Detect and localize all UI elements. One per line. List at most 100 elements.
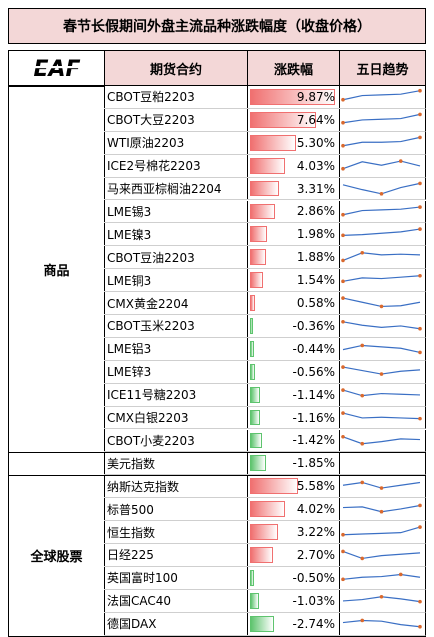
sparkline (341, 251, 421, 263)
change-value: 2.86% (296, 204, 335, 219)
sparkline-marker (379, 372, 384, 376)
sparkline (341, 204, 422, 217)
sparkline-marker (379, 594, 384, 599)
trend-cell (339, 612, 426, 636)
sparkline-marker (418, 135, 422, 139)
sparkline-marker (341, 97, 345, 102)
sparkline-marker (341, 166, 345, 171)
change-value: 2.70% (296, 547, 335, 562)
change-cell: -1.03% (247, 589, 340, 613)
sparkline-marker (341, 233, 345, 238)
sparkline-marker (418, 326, 422, 331)
sparkline (342, 480, 421, 491)
change-bar-down (250, 409, 260, 426)
sparkline-marker (341, 533, 345, 537)
sparkline (342, 618, 422, 629)
change-value: -0.36% (292, 318, 335, 333)
trend-cell (339, 521, 426, 544)
sparkline-path (342, 228, 421, 237)
change-value: 3.31% (296, 181, 335, 196)
change-bar-up (250, 89, 335, 105)
trend-cell (339, 429, 426, 453)
change-value: -2.74% (292, 616, 335, 631)
group-separator (8, 635, 426, 637)
sparkline-marker (418, 112, 422, 117)
sparkline (341, 227, 422, 238)
trend-cell (339, 498, 426, 522)
sparkline (341, 112, 422, 125)
sparkline-path (342, 321, 421, 330)
contract-name: ICE11号糖2203 (104, 383, 248, 407)
contract-name: 马来西亚棕榈油2204 (104, 177, 248, 201)
change-bar-up (250, 226, 268, 243)
change-cell: -2.74% (247, 612, 340, 636)
change-cell: -1.16% (247, 406, 340, 430)
trend-cell (339, 566, 426, 590)
sparkline-path (342, 205, 421, 215)
contract-name: CBOT豆粕2203 (104, 86, 248, 109)
sparkline-path (342, 435, 421, 444)
trend-cell (339, 544, 426, 567)
change-bar-up (250, 478, 299, 495)
change-value: 1.54% (296, 273, 335, 288)
group-label: 商品 (8, 86, 105, 454)
sparkline-marker (379, 304, 384, 309)
trend-cell (339, 177, 426, 201)
contract-name: LME锌3 (104, 360, 248, 384)
sparkline-marker (341, 577, 345, 582)
header-contract: 期货合约 (104, 50, 248, 86)
change-value: 4.02% (296, 502, 335, 517)
sparkline (341, 387, 421, 398)
change-cell: 2.70% (247, 544, 340, 567)
logo-text: EAF (33, 57, 80, 81)
sparkline-marker (341, 258, 345, 263)
sparkline-marker (379, 510, 384, 514)
sparkline (341, 135, 422, 148)
contract-name: CBOT玉米2203 (104, 315, 248, 338)
sparkline-path (342, 389, 421, 396)
change-cell: -1.42% (247, 429, 340, 453)
sparkline-marker (341, 365, 345, 369)
sparkline-marker (418, 88, 422, 93)
sparkline-marker (341, 120, 345, 125)
sparkline-marker (418, 416, 422, 421)
contract-name: ICE2号棉花2203 (104, 154, 248, 178)
sparkline (341, 572, 421, 582)
change-value: 4.03% (296, 158, 335, 173)
trend-cell (339, 269, 426, 293)
sparkline (341, 319, 422, 331)
change-bar-down (250, 455, 266, 472)
sparkline (342, 343, 422, 355)
sparkline (341, 410, 422, 421)
trend-cell (339, 108, 426, 132)
sparkline-path (342, 344, 421, 353)
sparkline (341, 434, 421, 446)
sparkline-marker (360, 251, 365, 255)
contract-name: 日经225 (104, 544, 248, 567)
table-title: 春节长假期间外盘主流品种涨跌幅度（收盘价格） (8, 8, 426, 44)
change-value: -1.85% (292, 456, 335, 471)
change-cell: 4.03% (247, 154, 340, 178)
sparkline-marker (360, 556, 365, 561)
sparkline-path (342, 573, 421, 580)
sparkline-marker (398, 572, 403, 577)
change-value: -0.56% (292, 364, 335, 379)
change-value: 0.58% (296, 296, 335, 311)
contract-name: LME锡3 (104, 200, 248, 224)
sparkline-marker (341, 410, 345, 415)
eaf-logo: EAF (8, 50, 105, 86)
sparkline-path (342, 160, 421, 169)
change-cell: 5.30% (247, 131, 340, 155)
trend-cell (339, 200, 426, 224)
sparkline-marker (341, 279, 345, 284)
sparkline-marker (418, 181, 422, 185)
change-bar-up (250, 203, 275, 220)
group-label (8, 452, 105, 477)
sparkline-marker (360, 343, 365, 348)
sparkline (342, 181, 422, 196)
trend-cell (339, 475, 426, 499)
change-bar-down (250, 363, 255, 380)
sparkline-path (342, 412, 421, 419)
sparkline (342, 594, 422, 604)
